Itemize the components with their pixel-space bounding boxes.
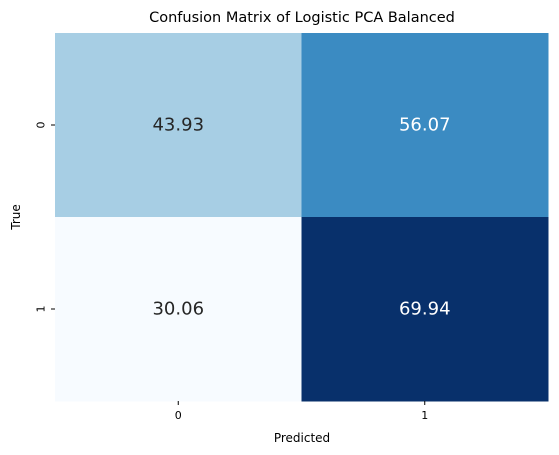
- heatmap-cell-label-1-1: 69.94: [399, 299, 451, 320]
- x-tick-label-1: 1: [421, 409, 428, 422]
- heatmap-cell-label-1-0: 30.06: [152, 299, 204, 320]
- heatmap-cells: [55, 33, 549, 402]
- x-axis-label: Predicted: [274, 431, 330, 445]
- x-tick-label-0: 0: [175, 409, 182, 422]
- y-axis-label: True: [9, 204, 23, 231]
- y-tick-label-1: 1: [35, 306, 48, 313]
- heatmap-cell-label-0-1: 56.07: [399, 115, 451, 136]
- y-axis-ticks: 01: [35, 122, 56, 313]
- y-tick-label-0: 0: [35, 122, 48, 129]
- heatmap-cell-label-0-0: 43.93: [152, 115, 204, 136]
- chart-title: Confusion Matrix of Logistic PCA Balance…: [149, 10, 455, 26]
